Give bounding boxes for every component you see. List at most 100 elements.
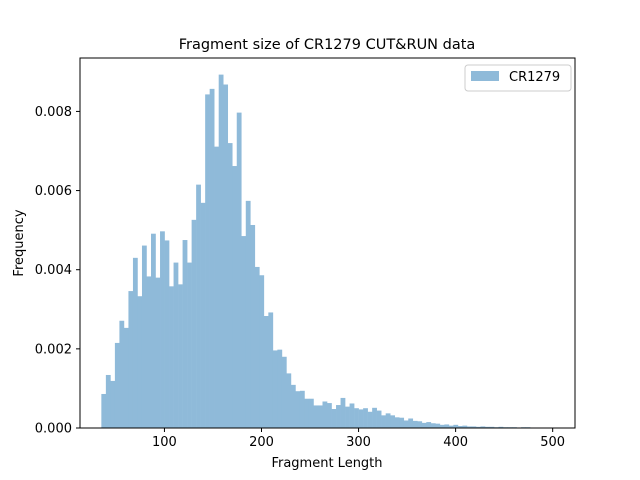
histogram-bar [277, 349, 283, 428]
histogram-bar [241, 236, 247, 428]
histogram-bar [394, 417, 400, 428]
histogram-bar [426, 422, 432, 428]
histogram-bar [331, 409, 337, 428]
histogram-bar [313, 405, 319, 428]
histogram-bar [304, 398, 310, 428]
x-axis-ticks: 100 200 300 400 500 [152, 428, 565, 450]
histogram-bar [421, 422, 427, 428]
histogram-bar [123, 327, 129, 428]
histogram-bar [160, 231, 165, 428]
x-tick-label: 400 [443, 435, 468, 450]
histogram-bar [245, 200, 251, 428]
x-tick-label: 200 [249, 435, 274, 450]
histogram-bar [295, 391, 301, 428]
histogram-bar [250, 224, 256, 428]
histogram-bar [475, 426, 481, 428]
histogram-bar [403, 420, 409, 428]
histogram-bar [484, 426, 490, 428]
histogram-bar [272, 350, 278, 428]
plot-area-frame [79, 57, 576, 429]
histogram-bar [196, 184, 201, 428]
histogram-bar [399, 417, 405, 428]
histogram-bar [412, 420, 418, 428]
histogram-bar [290, 384, 296, 428]
histogram-bar [114, 342, 120, 428]
histogram-bar [132, 257, 138, 428]
y-tick-label: 0.004 [35, 263, 72, 278]
histogram-bar [471, 426, 477, 428]
histogram-bar [232, 166, 238, 428]
histogram-bar [480, 426, 486, 428]
histogram-bar [263, 316, 269, 428]
histogram-bar [322, 401, 328, 428]
histogram-bar [191, 219, 197, 428]
x-axis-label: Fragment Length [271, 456, 382, 471]
histogram-bar [489, 426, 495, 428]
histogram-bar [390, 415, 396, 428]
y-tick-label: 0.006 [35, 184, 72, 199]
histogram-bar [349, 403, 355, 428]
histogram-bar [435, 423, 441, 428]
histogram-bar [137, 296, 143, 428]
chart-title: Fragment size of CR1279 CUT&RUN data [179, 37, 476, 53]
histogram-bar [286, 373, 292, 428]
histogram-bar [439, 424, 445, 428]
histogram-bar [430, 423, 436, 428]
histogram-bar [178, 284, 183, 428]
histogram-bar [367, 411, 373, 428]
histogram-bar [209, 88, 215, 429]
histogram-bar [187, 262, 192, 428]
x-tick-label: 100 [152, 435, 177, 450]
histogram-bar [200, 202, 206, 428]
y-axis-ticks: 0.000 0.002 0.004 0.006 0.008 [35, 105, 80, 437]
x-tick-label: 500 [540, 435, 565, 450]
histogram-bar [408, 418, 414, 428]
histogram-bar [151, 233, 156, 428]
legend-label-cr1279: CR1279 [509, 70, 560, 85]
histogram-bar [340, 397, 346, 428]
histogram-bar [182, 240, 188, 428]
histogram-bar [372, 407, 377, 428]
histogram-bar [466, 426, 472, 428]
histogram-bar [164, 240, 170, 428]
histogram-bar [457, 426, 463, 428]
histogram-bar [101, 393, 107, 428]
histogram-bar [327, 403, 332, 428]
histogram-bar [299, 390, 305, 428]
histogram-bar [128, 291, 134, 428]
histogram-bar [281, 356, 287, 428]
histogram-bar [254, 266, 260, 428]
histogram-bar [345, 406, 350, 428]
histogram-bars [101, 74, 553, 429]
histogram-bar [146, 276, 152, 428]
histogram-bar [462, 425, 468, 428]
histogram-bar [358, 409, 364, 428]
histogram-bar [141, 245, 147, 428]
histogram-bar [214, 146, 219, 428]
histogram-bar [119, 320, 125, 428]
histogram-bar [417, 421, 423, 428]
histogram-bar [317, 405, 323, 428]
histogram-bar [259, 275, 265, 428]
histogram-bar [268, 312, 274, 428]
histogram-bar [385, 413, 391, 428]
histogram-bar [308, 398, 314, 428]
histogram-bar [236, 112, 242, 429]
histogram-bar [336, 405, 341, 428]
histogram-bar [498, 426, 504, 428]
histogram-bar [205, 94, 210, 428]
histogram-bar [453, 424, 459, 428]
legend-swatch-cr1279 [471, 71, 499, 81]
histogram-bar [376, 410, 382, 428]
histogram-bar [105, 374, 111, 428]
y-tick-label: 0.008 [35, 105, 72, 120]
histogram-bar [448, 425, 454, 428]
histogram-bar [381, 415, 386, 428]
legend: CR1279 [464, 64, 572, 92]
x-tick-label: 300 [346, 435, 371, 450]
y-tick-label: 0.002 [35, 342, 72, 357]
histogram-bar [223, 84, 229, 428]
histogram-bar [169, 286, 174, 428]
histogram-bar [444, 424, 450, 428]
